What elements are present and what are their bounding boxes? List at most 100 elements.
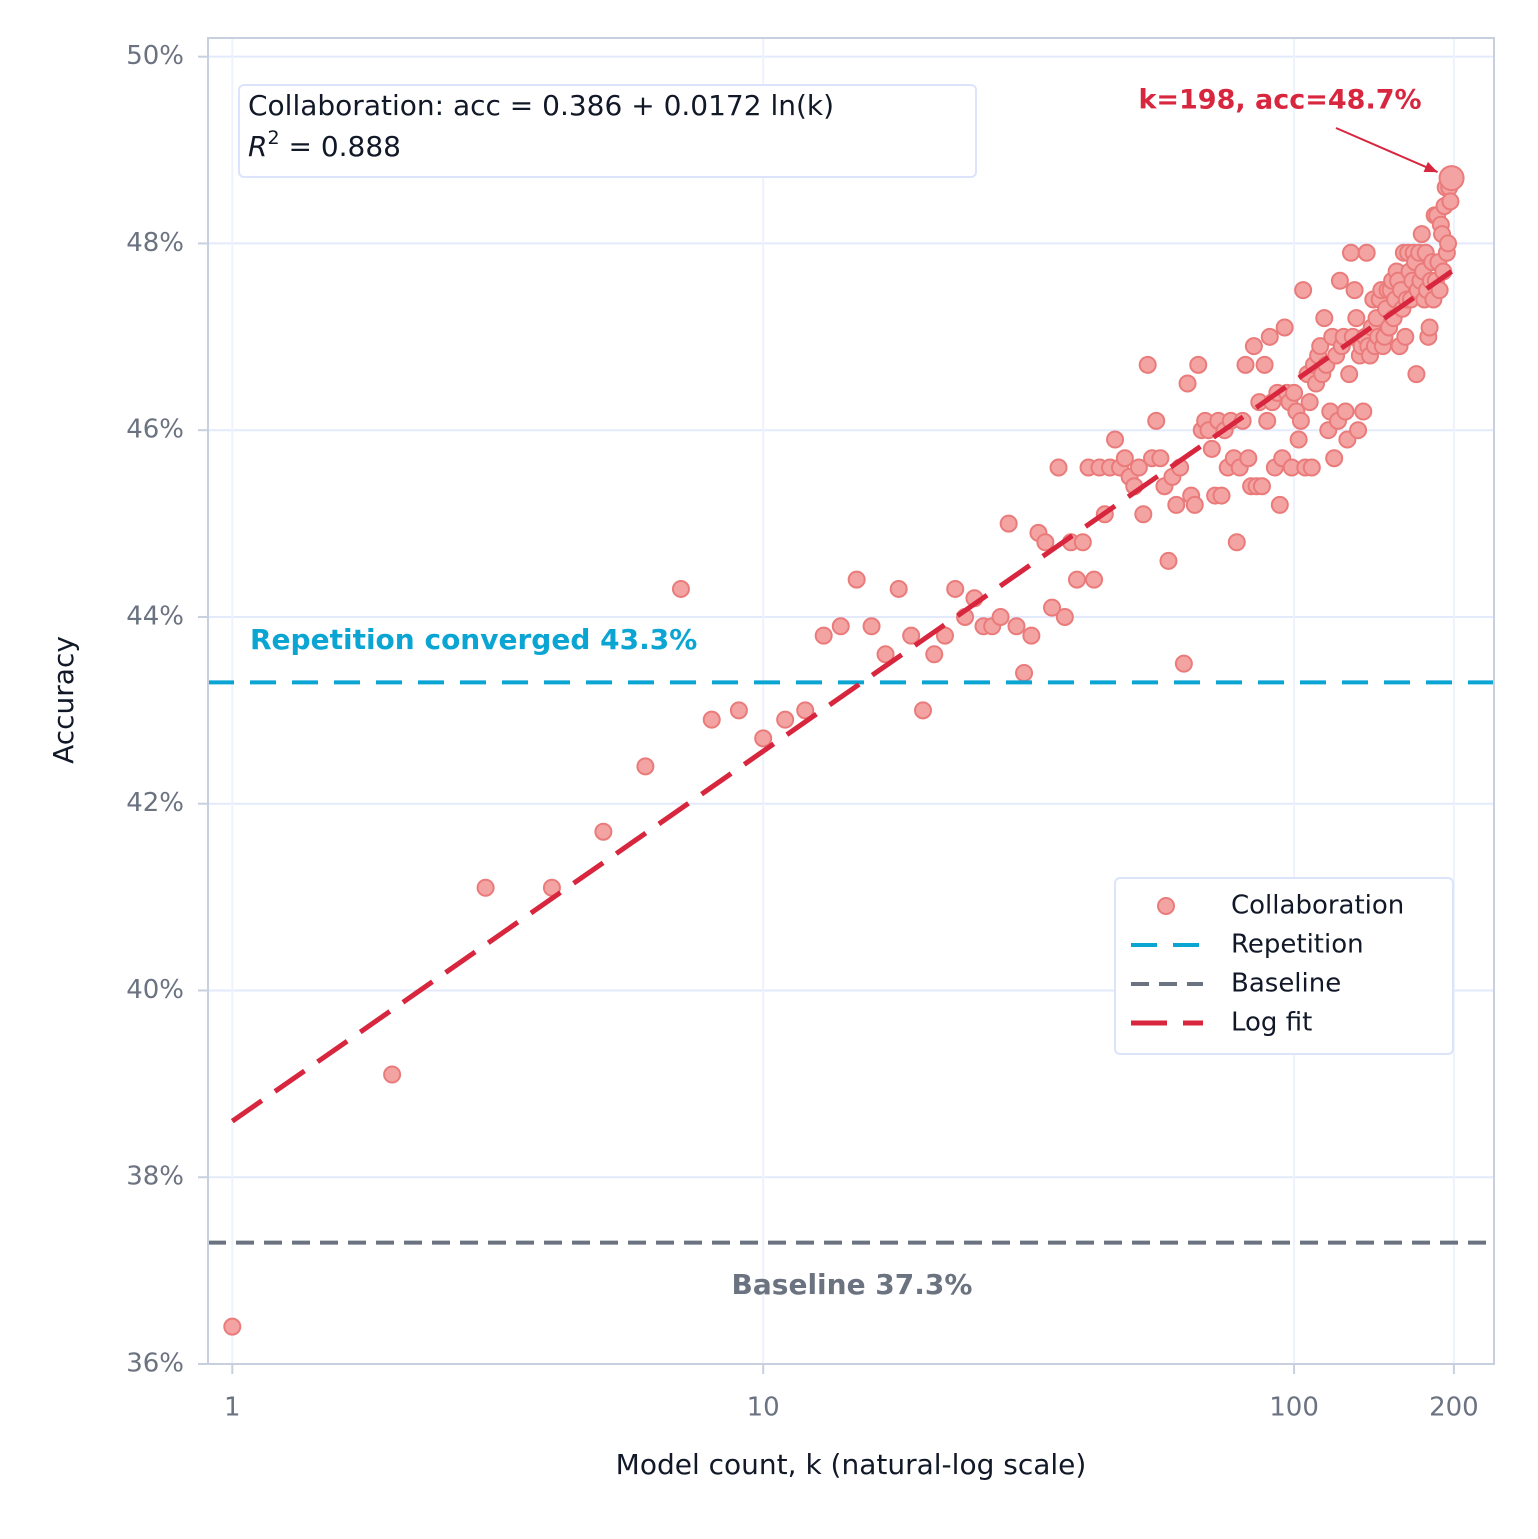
data-point — [1212, 486, 1231, 505]
data-point — [1244, 337, 1263, 356]
data-point — [1354, 402, 1373, 421]
data-point — [1439, 234, 1458, 253]
y-tick-label: 36% — [126, 1349, 184, 1379]
legend-frame — [1114, 877, 1454, 1055]
annotation-arrowhead — [1423, 161, 1438, 173]
data-point — [1420, 318, 1439, 337]
y-tick-label: 38% — [126, 1162, 184, 1192]
grid — [208, 38, 1494, 1365]
data-point — [1106, 430, 1125, 449]
legend-swatch — [1157, 897, 1175, 915]
data-point — [1345, 281, 1364, 300]
data-point — [814, 626, 833, 645]
data-point — [1255, 355, 1274, 374]
legend: Collaboration Repetition Baseline Log fit — [1114, 877, 1454, 1055]
data-point — [594, 822, 613, 841]
data-point — [754, 729, 773, 748]
baseline-label: Baseline 37.3% — [732, 1268, 973, 1301]
data-point — [1055, 607, 1074, 626]
data-point — [1115, 449, 1134, 468]
data-point — [831, 617, 850, 636]
fit-equation: Collaboration: acc = 0.386 + 0.0172 ln(k… — [248, 89, 834, 122]
data-point — [1138, 355, 1157, 374]
data-point — [1330, 271, 1349, 290]
y-tick-label: 42% — [126, 788, 184, 818]
x-tick-label: 100 — [1269, 1393, 1319, 1423]
data-point — [1151, 449, 1170, 468]
data-point — [1178, 374, 1197, 393]
axes-frame — [207, 37, 1495, 1365]
legend-label: Baseline — [1231, 969, 1341, 999]
data-point — [991, 607, 1010, 626]
fit-box-frame — [238, 84, 977, 178]
data-point — [776, 710, 795, 729]
data-point — [925, 645, 944, 664]
y-tick-label: 44% — [126, 601, 184, 631]
data-point — [1147, 411, 1166, 430]
data-point — [729, 701, 748, 720]
legend-label: Log fit — [1231, 1008, 1312, 1038]
data-point — [1315, 309, 1334, 328]
peak-label: k=198, acc=48.7% — [1138, 85, 1421, 116]
data-point — [1311, 337, 1330, 356]
data-point — [1049, 458, 1068, 477]
data-point — [636, 757, 655, 776]
fit-line — [230, 269, 1454, 1124]
data-point — [1325, 449, 1344, 468]
data-point — [1294, 281, 1313, 300]
data-point — [1174, 654, 1193, 673]
data-point — [1239, 449, 1258, 468]
data-point — [1227, 533, 1246, 552]
data-point — [1347, 309, 1366, 328]
data-point — [702, 710, 721, 729]
data-point — [1340, 365, 1359, 384]
data-point — [1129, 458, 1148, 477]
data-point — [1275, 318, 1294, 337]
data-point — [223, 1317, 242, 1336]
data-point — [1341, 243, 1360, 262]
data-point — [1022, 626, 1041, 645]
repetition-label: Repetition converged 43.3% — [250, 623, 697, 656]
data-point — [476, 878, 495, 897]
data-point — [1349, 421, 1368, 440]
data-point — [1289, 430, 1308, 449]
data-point — [1357, 243, 1376, 262]
data-point — [1285, 383, 1304, 402]
data-point — [383, 1065, 402, 1084]
data-point — [1252, 477, 1271, 496]
data-point — [1085, 570, 1104, 589]
r2-exponent: 2 — [267, 127, 279, 149]
data-point — [1036, 533, 1055, 552]
data-point — [1441, 192, 1460, 211]
data-point — [1189, 355, 1208, 374]
data-point — [671, 579, 690, 598]
data-point — [876, 645, 895, 664]
annotation-arrow — [1335, 127, 1438, 173]
data-point — [1043, 598, 1062, 617]
data-point — [946, 579, 965, 598]
data-point — [1412, 225, 1431, 244]
data-point — [1270, 495, 1289, 514]
data-point — [847, 570, 866, 589]
data-point — [1300, 393, 1319, 412]
data-point — [1291, 411, 1310, 430]
x-tick-label: 1 — [224, 1393, 241, 1423]
data-point — [1260, 327, 1279, 346]
y-tick-label: 46% — [126, 415, 184, 445]
y-tick-label: 50% — [126, 41, 184, 71]
data-point — [796, 701, 815, 720]
data-point — [1302, 458, 1321, 477]
legend-label: Repetition — [1231, 930, 1364, 960]
data-point — [1067, 570, 1086, 589]
fit-box: Collaboration: acc = 0.386 + 0.0172 ln(k… — [238, 84, 977, 178]
data-point — [1185, 495, 1204, 514]
data-point — [1167, 495, 1186, 514]
data-point — [1407, 365, 1426, 384]
x-axis-label: Model count, k (natural-log scale) — [616, 1448, 1087, 1481]
legend-label: Collaboration — [1231, 891, 1404, 921]
data-point — [1438, 165, 1465, 192]
r2-value: = 0.888 — [280, 130, 401, 163]
data-point — [889, 579, 908, 598]
